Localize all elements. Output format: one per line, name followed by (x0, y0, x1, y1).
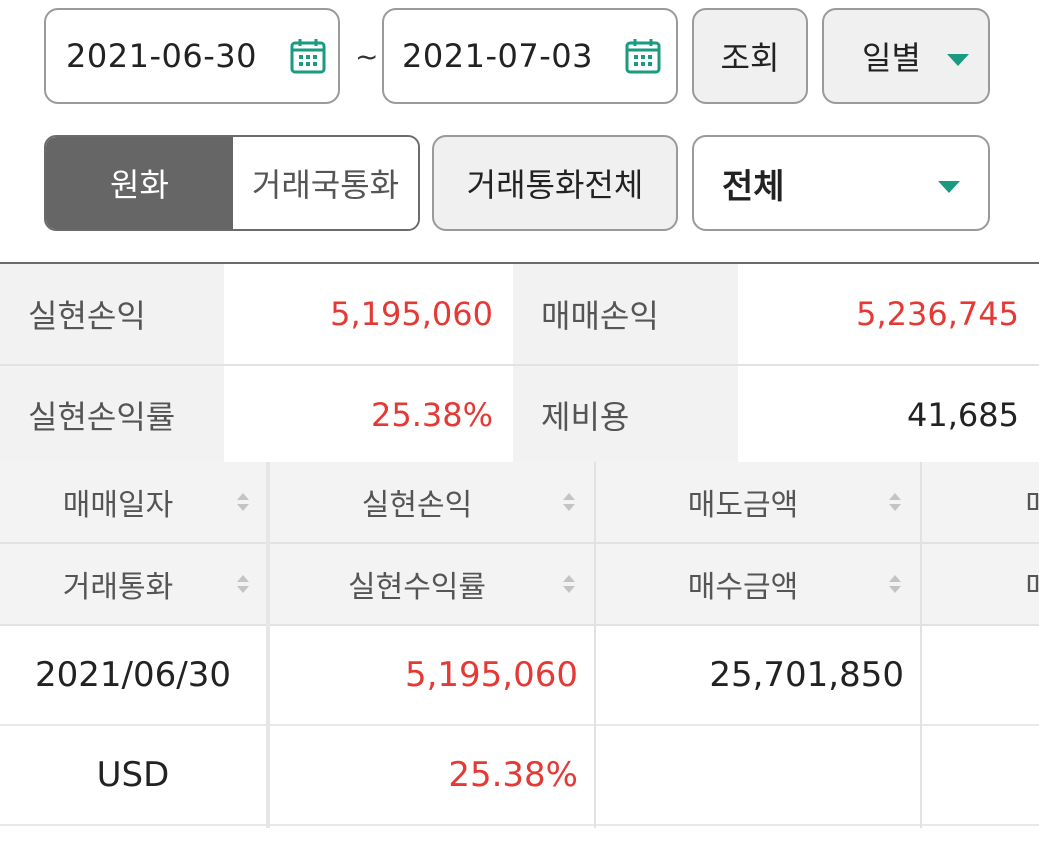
realized-pl-label: 실현손익 (0, 264, 224, 364)
period-select-label: 일별 (862, 39, 921, 77)
column-header-sell-amount[interactable]: 매도금액 (596, 462, 920, 542)
toggle-option-krw[interactable]: 원화 (46, 137, 233, 229)
sort-icon[interactable] (236, 492, 250, 512)
sort-icon[interactable] (888, 574, 902, 594)
all-currency-button[interactable]: 거래통화전체 (432, 135, 678, 231)
trading-pl-value: 5,236,745 (738, 264, 1039, 364)
column-divider (920, 462, 922, 828)
column-header-label: 거래통화 (62, 570, 174, 605)
search-button[interactable]: 조회 (692, 8, 808, 104)
summary-row: 실현손익률 25.38% 제비용 41,685 (0, 364, 1039, 464)
column-divider (594, 462, 596, 828)
buy-amount-cell (596, 726, 904, 824)
realized-rate-value: 25.38% (224, 366, 513, 464)
table-row[interactable]: 2021/06/30 5,195,060 25,701,850 (0, 626, 1039, 726)
end-date-field[interactable]: 2021-07-03 (382, 8, 678, 104)
table-header-row: 매매일자 실현손익 매도금액 매 (0, 462, 1039, 544)
summary-row: 실현손익 5,195,060 매매손익 5,236,745 (0, 264, 1039, 364)
scope-select-value: 전체 (722, 166, 785, 207)
sort-icon[interactable] (888, 492, 902, 512)
column-header-label: 실현손익 (361, 488, 473, 523)
calendar-icon[interactable] (624, 37, 662, 75)
dropdown-caret-icon (947, 54, 969, 66)
dropdown-caret-icon (938, 181, 960, 193)
column-header-trade-date[interactable]: 매매일자 (0, 462, 266, 542)
currency-toggle[interactable]: 원화 거래국통화 (44, 135, 420, 231)
expense-label: 제비용 (513, 366, 738, 464)
column-header-label: 매수금액 (687, 570, 799, 605)
trade-table[interactable]: 매매일자 실현손익 매도금액 매 거래통화 실현수익률 매수금액 매 (0, 462, 1039, 828)
range-separator: ~ (355, 40, 379, 73)
column-header-label: 실현수익률 (348, 570, 486, 605)
column-header-realized-pl[interactable]: 실현손익 (270, 462, 594, 542)
column-header-currency[interactable]: 거래통화 (0, 544, 266, 624)
sort-icon[interactable] (562, 492, 576, 512)
column-header-label: 매 (1025, 480, 1039, 524)
column-header-label: 매매일자 (62, 488, 174, 523)
sort-icon[interactable] (562, 574, 576, 594)
sell-amount-cell: 25,701,850 (709, 655, 904, 695)
column-header-buy-amount[interactable]: 매수금액 (596, 544, 920, 624)
trade-date-cell: 2021/06/30 (35, 655, 231, 695)
currency-cell: USD (96, 755, 170, 795)
table-header-row: 거래통화 실현수익률 매수금액 매 (0, 544, 1039, 626)
realized-rate-cell: 25.38% (448, 755, 578, 795)
start-date-field[interactable]: 2021-06-30 (44, 8, 340, 104)
search-button-label: 조회 (720, 39, 780, 77)
summary-panel: 실현손익 5,195,060 매매손익 5,236,745 실현손익률 25.3… (0, 262, 1039, 464)
toggle-option-local-currency[interactable]: 거래국통화 (233, 137, 418, 229)
end-date-text: 2021-07-03 (402, 37, 593, 75)
all-currency-button-label: 거래통화전체 (466, 166, 644, 204)
column-header-label: 매 (1025, 562, 1039, 606)
realized-pl-cell: 5,195,060 (404, 655, 578, 695)
column-header-partial[interactable]: 매 (922, 544, 1039, 624)
period-select[interactable]: 일별 (822, 8, 990, 104)
start-date-text: 2021-06-30 (66, 37, 257, 75)
sort-icon[interactable] (236, 574, 250, 594)
column-header-partial[interactable]: 매 (922, 462, 1039, 542)
column-header-realized-rate[interactable]: 실현수익률 (270, 544, 594, 624)
frozen-column-divider (266, 462, 270, 828)
column-header-label: 매도금액 (687, 488, 799, 523)
table-row[interactable]: USD 25.38% (0, 726, 1039, 826)
trading-pl-label: 매매손익 (513, 264, 738, 364)
realized-pl-value: 5,195,060 (224, 264, 513, 364)
scope-select[interactable]: 전체 (692, 135, 990, 231)
realized-rate-label: 실현손익률 (0, 366, 224, 464)
calendar-icon[interactable] (289, 37, 327, 75)
expense-value: 41,685 (738, 366, 1039, 464)
